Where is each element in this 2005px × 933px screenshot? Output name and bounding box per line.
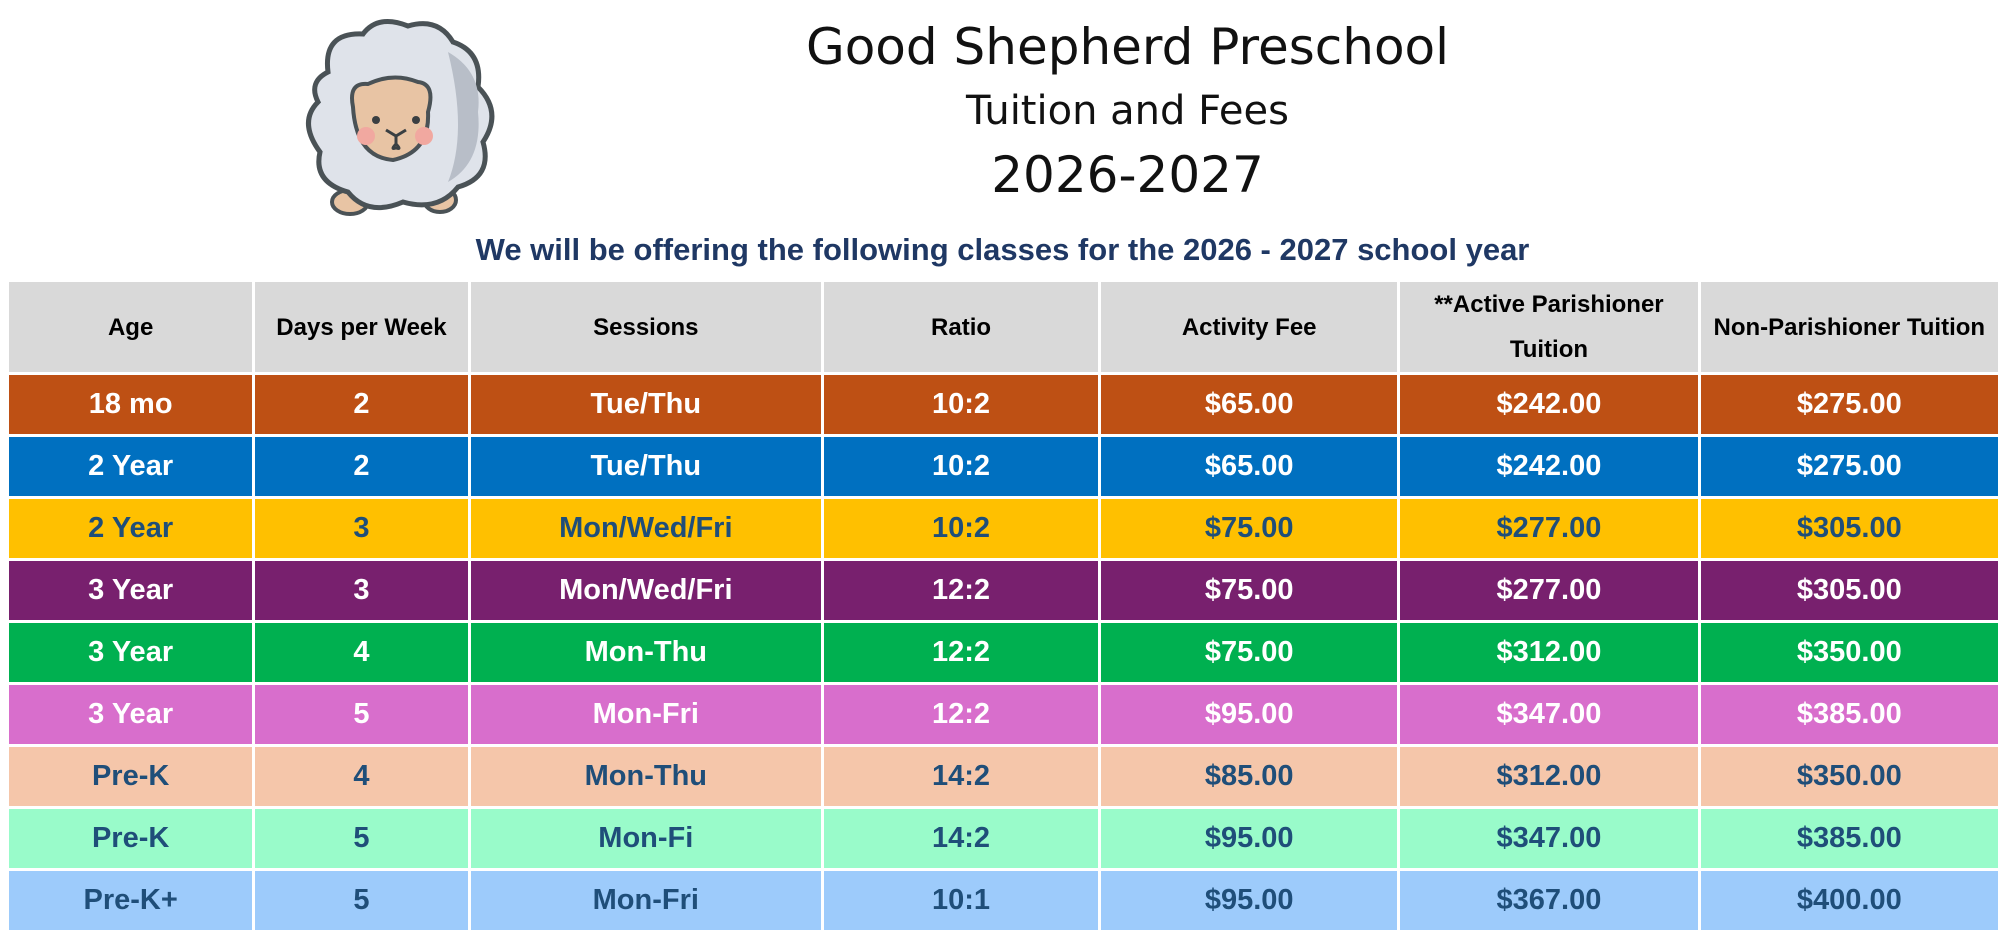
table-cell: $75.00: [1101, 499, 1398, 558]
column-header: Ratio: [823, 282, 1099, 372]
table-cell: $350.00: [1700, 623, 1998, 682]
table-cell: Tue/Thu: [470, 375, 821, 434]
table-cell: $242.00: [1400, 375, 1698, 434]
table-cell: $275.00: [1700, 437, 1998, 496]
table-body: 18 mo 2 Tue/Thu 10:2 $65.00 $242.00 $275.00 2 Y…: [9, 375, 1998, 930]
table-cell: 5: [255, 871, 468, 930]
table-cell: $277.00: [1400, 499, 1698, 558]
table-cell: 14:2: [823, 747, 1099, 806]
column-header: Sessions: [470, 282, 821, 372]
table-cell: 5: [255, 685, 468, 744]
table-row: 3 Year 3 Mon/Wed/Fri 12:2 $75.00 $277.00 $305.…: [9, 561, 1998, 620]
table-cell: $95.00: [1101, 809, 1398, 868]
table-cell: $400.00: [1700, 871, 1998, 930]
table-row: 3 Year 4 Mon-Thu 12:2 $75.00 $312.00 $350.00: [9, 623, 1998, 682]
table-cell: Pre-K: [9, 809, 253, 868]
table-cell: Mon-Fri: [470, 685, 821, 744]
table-cell: 12:2: [823, 685, 1099, 744]
table-cell: $65.00: [1101, 375, 1398, 434]
table-cell: 3: [255, 561, 468, 620]
table-cell: $275.00: [1700, 375, 1998, 434]
intro-text: We will be offering the following classe…: [475, 232, 1530, 267]
table-row: Pre-K 4 Mon-Thu 14:2 $85.00 $312.00 $350.00: [9, 747, 1998, 806]
table-cell: 4: [255, 623, 468, 682]
table-row: 2 Year 2 Tue/Thu 10:2 $65.00 $242.00 $275.00: [9, 437, 1998, 496]
table-cell: 12:2: [823, 623, 1099, 682]
table-cell: 10:2: [823, 375, 1099, 434]
table-cell: Mon-Fi: [470, 809, 821, 868]
tuition-table: Age Days per Week Sessions Ratio Activity Fe…: [6, 279, 2001, 933]
table-cell: 3 Year: [9, 561, 253, 620]
table-cell: $65.00: [1101, 437, 1398, 496]
table-cell: Mon-Fri: [470, 871, 821, 930]
table-cell: $95.00: [1101, 871, 1398, 930]
table-cell: Mon/Wed/Fri: [470, 561, 821, 620]
table-row: 2 Year 3 Mon/Wed/Fri 10:2 $75.00 $277.00 $305.…: [9, 499, 1998, 558]
school-name: Good Shepherd Preschool: [805, 18, 1450, 76]
table-cell: 2: [255, 375, 468, 434]
table-cell: $385.00: [1700, 685, 1998, 744]
table-cell: Pre-K: [9, 747, 253, 806]
school-year: 2026-2027: [991, 146, 1264, 204]
table-cell: $75.00: [1101, 561, 1398, 620]
column-header: **Active Parishioner Tuition: [1400, 282, 1698, 372]
sheep-icon: [306, 19, 495, 216]
table-cell: 12:2: [823, 561, 1099, 620]
column-header: Days per Week: [255, 282, 468, 372]
table-row: Pre-K 5 Mon-Fi 14:2 $95.00 $347.00 $385.00: [9, 809, 1998, 868]
column-header: Age: [9, 282, 253, 372]
table-cell: 3 Year: [9, 685, 253, 744]
table-cell: $305.00: [1700, 561, 1998, 620]
table-cell: $85.00: [1101, 747, 1398, 806]
table-cell: $305.00: [1700, 499, 1998, 558]
table-cell: $95.00: [1101, 685, 1398, 744]
page-subtitle: Tuition and Fees: [965, 88, 1289, 134]
table-cell: 18 mo: [9, 375, 253, 434]
table-cell: 10:2: [823, 437, 1099, 496]
table-cell: 5: [255, 809, 468, 868]
table-cell: Mon-Thu: [470, 747, 821, 806]
table-cell: $242.00: [1400, 437, 1698, 496]
table-cell: 10:2: [823, 499, 1099, 558]
table-cell: $312.00: [1400, 623, 1698, 682]
column-header: Non-Parishioner Tuition: [1700, 282, 1998, 372]
table-cell: $347.00: [1400, 685, 1698, 744]
table-cell: 3 Year: [9, 623, 253, 682]
table-cell: $385.00: [1700, 809, 1998, 868]
table-cell: 2 Year: [9, 499, 253, 558]
table-row: 18 mo 2 Tue/Thu 10:2 $65.00 $242.00 $275.00: [9, 375, 1998, 434]
table-cell: 3: [255, 499, 468, 558]
table-cell: 2 Year: [9, 437, 253, 496]
table-cell: 4: [255, 747, 468, 806]
table-cell: Mon/Wed/Fri: [470, 499, 821, 558]
table-cell: $350.00: [1700, 747, 1998, 806]
table-cell: 14:2: [823, 809, 1099, 868]
table-cell: $312.00: [1400, 747, 1698, 806]
table-cell: 10:1: [823, 871, 1099, 930]
table-cell: $367.00: [1400, 871, 1698, 930]
table-row: Pre-K+ 5 Mon-Fri 10:1 $95.00 $367.00 $400.00: [9, 871, 1998, 930]
table-cell: 2: [255, 437, 468, 496]
table-cell: $277.00: [1400, 561, 1698, 620]
table-header-row: Age Days per Week Sessions Ratio Activity Fe…: [9, 282, 1998, 372]
column-header: Activity Fee: [1101, 282, 1398, 372]
table-cell: $75.00: [1101, 623, 1398, 682]
table-cell: Tue/Thu: [470, 437, 821, 496]
table-cell: $347.00: [1400, 809, 1698, 868]
table-cell: Pre-K+: [9, 871, 253, 930]
table-cell: Mon-Thu: [470, 623, 821, 682]
table-row: 3 Year 5 Mon-Fri 12:2 $95.00 $347.00 $385.00: [9, 685, 1998, 744]
